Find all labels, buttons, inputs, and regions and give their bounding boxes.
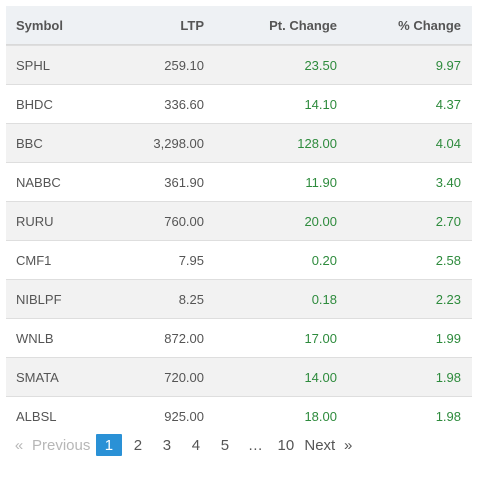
table-row: BHDC 336.60 14.10 4.37 <box>6 84 472 123</box>
symbol-cell[interactable]: WNLB <box>16 330 54 346</box>
pct-change-cell: 2.58 <box>435 252 461 268</box>
symbol-cell[interactable]: RURU <box>16 213 54 229</box>
symbol-cell[interactable]: ALBSL <box>16 408 57 424</box>
page-4-button[interactable]: 4 <box>191 436 201 454</box>
pct-change-cell: 1.98 <box>435 369 461 385</box>
pct-change-cell: 2.23 <box>435 291 461 307</box>
header-pct-change[interactable]: % Change <box>398 17 461 33</box>
pct-change-cell: 1.99 <box>435 330 461 346</box>
page-3-button[interactable]: 3 <box>162 436 172 454</box>
ltp-cell: 336.60 <box>164 96 204 112</box>
page-2-button[interactable]: 2 <box>133 436 143 454</box>
pt-change-cell: 17.00 <box>304 330 337 346</box>
pt-change-cell: 14.00 <box>304 369 337 385</box>
symbol-cell[interactable]: SPHL <box>16 57 50 73</box>
pct-change-cell: 1.98 <box>435 408 461 424</box>
table-row: WNLB 872.00 17.00 1.99 <box>6 318 472 357</box>
ltp-cell: 8.25 <box>178 291 204 307</box>
table-row: NIBLPF 8.25 0.18 2.23 <box>6 279 472 318</box>
pagination: « Previous 1 2 3 4 5 … 10 Next » <box>10 433 357 457</box>
ltp-cell: 7.95 <box>178 252 204 268</box>
pct-change-cell: 3.40 <box>435 174 461 190</box>
symbol-cell[interactable]: BBC <box>16 135 43 151</box>
header-pt-change[interactable]: Pt. Change <box>269 17 337 33</box>
pct-change-cell: 4.04 <box>435 135 461 151</box>
gainers-table: Symbol LTP Pt. Change % Change SPHL 259.… <box>6 6 472 435</box>
previous-button: Previous <box>32 436 91 454</box>
symbol-cell[interactable]: NIBLPF <box>16 291 62 307</box>
ltp-cell: 760.00 <box>164 213 204 229</box>
header-symbol[interactable]: Symbol <box>16 17 63 33</box>
pt-change-cell: 20.00 <box>304 213 337 229</box>
pt-change-cell: 18.00 <box>304 408 337 424</box>
symbol-cell[interactable]: SMATA <box>16 369 59 385</box>
table-row: BBC 3,298.00 128.00 4.04 <box>6 123 472 162</box>
symbol-cell[interactable]: CMF1 <box>16 252 52 268</box>
table-row: CMF1 7.95 0.20 2.58 <box>6 240 472 279</box>
next-arrow-icon[interactable]: » <box>344 436 353 454</box>
ltp-cell: 259.10 <box>164 57 204 73</box>
pct-change-cell: 4.37 <box>435 96 461 112</box>
pt-change-cell: 23.50 <box>304 57 337 73</box>
table-row: SPHL 259.10 23.50 9.97 <box>6 45 472 84</box>
ltp-cell: 720.00 <box>164 369 204 385</box>
pct-change-cell: 9.97 <box>435 57 461 73</box>
header-ltp[interactable]: LTP <box>180 17 204 33</box>
table-row: RURU 760.00 20.00 2.70 <box>6 201 472 240</box>
page-1-button[interactable]: 1 <box>95 434 122 456</box>
ltp-cell: 3,298.00 <box>153 135 204 151</box>
table-row: SMATA 720.00 14.00 1.98 <box>6 357 472 396</box>
page-5-button[interactable]: 5 <box>220 436 230 454</box>
symbol-cell[interactable]: BHDC <box>16 96 53 112</box>
pagination-ellipsis: … <box>247 436 263 454</box>
pt-change-cell: 11.90 <box>305 174 337 190</box>
ltp-cell: 872.00 <box>164 330 204 346</box>
pt-change-cell: 14.10 <box>304 96 337 112</box>
page-10-button[interactable]: 10 <box>277 436 295 454</box>
first-page-arrow-icon: « <box>14 436 24 454</box>
next-button[interactable]: Next <box>304 436 336 454</box>
table-row: NABBC 361.90 11.90 3.40 <box>6 162 472 201</box>
pt-change-cell: 0.18 <box>311 291 337 307</box>
pct-change-cell: 2.70 <box>435 213 461 229</box>
ltp-cell: 361.90 <box>164 174 204 190</box>
table-row: ALBSL 925.00 18.00 1.98 <box>6 396 472 435</box>
table-header-row: Symbol LTP Pt. Change % Change <box>6 6 472 45</box>
symbol-cell[interactable]: NABBC <box>16 174 61 190</box>
pt-change-cell: 128.00 <box>297 135 337 151</box>
ltp-cell: 925.00 <box>164 408 204 424</box>
pt-change-cell: 0.20 <box>311 252 337 268</box>
